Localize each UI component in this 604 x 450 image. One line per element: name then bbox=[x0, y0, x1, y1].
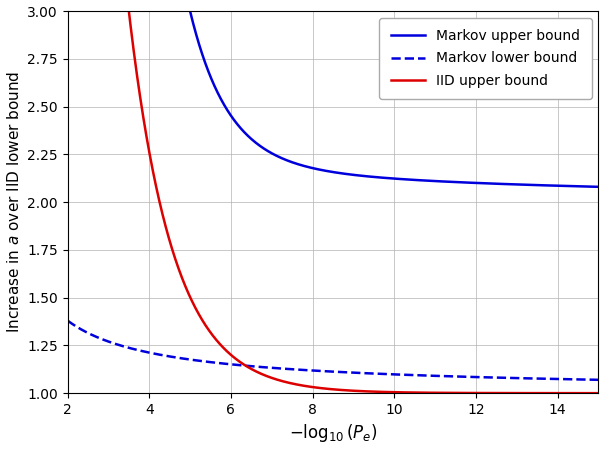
Markov upper bound bbox=[382, 175, 390, 180]
Line: IID upper bound: IID upper bound bbox=[68, 0, 599, 393]
Markov upper bound bbox=[501, 181, 508, 187]
Markov upper bound bbox=[267, 150, 274, 155]
Markov lower bound bbox=[267, 365, 274, 370]
Markov lower bound bbox=[595, 377, 602, 382]
Markov upper bound bbox=[595, 184, 602, 189]
Markov lower bound bbox=[382, 371, 390, 377]
Line: Markov upper bound: Markov upper bound bbox=[68, 0, 599, 187]
IID upper bound bbox=[460, 390, 467, 396]
Markov lower bound bbox=[460, 374, 467, 379]
IID upper bound bbox=[267, 375, 274, 380]
Legend: Markov upper bound, Markov lower bound, IID upper bound: Markov upper bound, Markov lower bound, … bbox=[379, 18, 591, 99]
IID upper bound bbox=[161, 217, 168, 223]
Markov upper bound bbox=[460, 180, 467, 185]
X-axis label: $-\log_{10}(P_e)$: $-\log_{10}(P_e)$ bbox=[289, 423, 378, 445]
IID upper bound bbox=[501, 391, 508, 396]
Line: Markov lower bound: Markov lower bound bbox=[68, 320, 599, 380]
Markov lower bound bbox=[501, 375, 508, 381]
Markov lower bound bbox=[409, 373, 416, 378]
Markov lower bound bbox=[161, 353, 168, 358]
Y-axis label: Increase in $a$ over IID lower bound: Increase in $a$ over IID lower bound bbox=[5, 71, 22, 333]
IID upper bound bbox=[409, 390, 416, 395]
IID upper bound bbox=[382, 389, 390, 395]
IID upper bound bbox=[595, 391, 602, 396]
Markov lower bound bbox=[64, 318, 71, 323]
Markov upper bound bbox=[409, 177, 416, 183]
